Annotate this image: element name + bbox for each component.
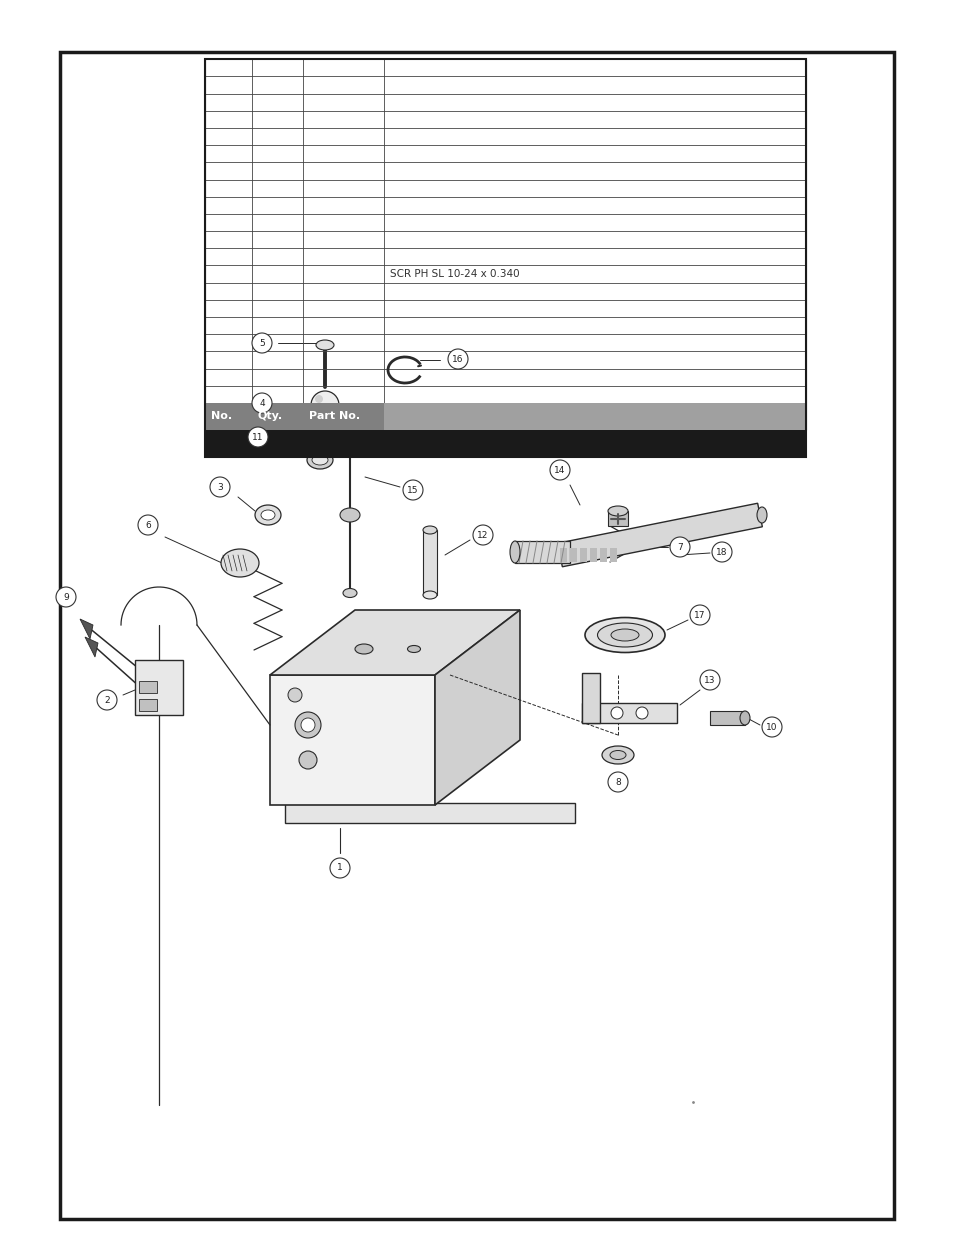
Circle shape	[473, 525, 493, 545]
Text: SCR PH SL 10-24 x 0.340: SCR PH SL 10-24 x 0.340	[390, 269, 519, 279]
Ellipse shape	[355, 643, 373, 655]
Text: 7: 7	[677, 542, 682, 552]
Text: Qty.: Qty.	[257, 411, 283, 421]
Text: 3: 3	[217, 483, 223, 492]
Ellipse shape	[422, 526, 436, 534]
Ellipse shape	[254, 505, 281, 525]
Polygon shape	[579, 548, 586, 562]
Polygon shape	[589, 548, 597, 562]
Circle shape	[298, 751, 316, 769]
Polygon shape	[581, 703, 677, 722]
Ellipse shape	[422, 592, 436, 599]
Ellipse shape	[407, 646, 420, 652]
Text: 10: 10	[765, 722, 777, 731]
Polygon shape	[569, 548, 577, 562]
Polygon shape	[270, 610, 519, 676]
Text: 1: 1	[336, 863, 342, 872]
Text: 16: 16	[452, 354, 463, 363]
Circle shape	[252, 333, 272, 353]
Ellipse shape	[261, 510, 274, 520]
Text: 9: 9	[63, 593, 69, 601]
Circle shape	[448, 350, 468, 369]
Circle shape	[248, 427, 268, 447]
Bar	[515, 541, 569, 563]
Polygon shape	[285, 803, 575, 823]
Bar	[422, 530, 436, 595]
Text: No.: No.	[211, 411, 232, 421]
Circle shape	[314, 395, 323, 403]
Circle shape	[330, 858, 350, 878]
Ellipse shape	[315, 340, 334, 350]
Circle shape	[56, 587, 76, 606]
Circle shape	[311, 391, 338, 419]
Ellipse shape	[221, 550, 258, 577]
Ellipse shape	[757, 508, 766, 522]
Ellipse shape	[607, 506, 627, 516]
Circle shape	[607, 772, 627, 792]
Ellipse shape	[343, 589, 356, 598]
Bar	[135, 659, 183, 715]
Circle shape	[700, 671, 720, 690]
Circle shape	[636, 706, 647, 719]
Circle shape	[610, 706, 622, 719]
Text: Part No.: Part No.	[309, 411, 360, 421]
Text: 18: 18	[716, 547, 727, 557]
Ellipse shape	[740, 711, 749, 725]
Bar	[60, 52, 893, 1219]
Ellipse shape	[597, 622, 652, 647]
Polygon shape	[581, 673, 599, 722]
Text: 15: 15	[407, 485, 418, 494]
Bar	[709, 711, 744, 725]
Ellipse shape	[601, 746, 634, 764]
Polygon shape	[558, 503, 761, 567]
Circle shape	[138, 515, 158, 535]
Ellipse shape	[307, 451, 333, 469]
Circle shape	[97, 690, 117, 710]
Text: 2: 2	[104, 695, 110, 704]
Circle shape	[301, 718, 314, 732]
Polygon shape	[435, 610, 519, 805]
Circle shape	[294, 713, 320, 739]
Circle shape	[669, 537, 689, 557]
Circle shape	[210, 477, 230, 496]
Text: 12: 12	[476, 531, 488, 540]
Text: 13: 13	[703, 676, 715, 684]
Circle shape	[711, 542, 731, 562]
Ellipse shape	[343, 448, 356, 457]
Ellipse shape	[339, 508, 359, 522]
Polygon shape	[85, 637, 98, 657]
Bar	[205, 430, 805, 457]
Circle shape	[288, 688, 302, 701]
Polygon shape	[559, 548, 566, 562]
Polygon shape	[270, 676, 435, 805]
Text: 4: 4	[259, 399, 265, 408]
Ellipse shape	[510, 541, 519, 563]
Bar	[205, 403, 384, 430]
Ellipse shape	[312, 454, 328, 466]
Text: 6: 6	[145, 520, 151, 530]
Circle shape	[550, 459, 569, 480]
Bar	[139, 680, 157, 693]
Polygon shape	[609, 548, 617, 562]
Polygon shape	[599, 548, 606, 562]
Ellipse shape	[584, 618, 664, 652]
Text: 5: 5	[259, 338, 265, 347]
Bar	[139, 699, 157, 711]
Text: 11: 11	[252, 432, 263, 441]
Text: 8: 8	[615, 778, 620, 787]
Bar	[205, 59, 805, 457]
Bar	[607, 511, 627, 526]
Text: 17: 17	[694, 610, 705, 620]
Ellipse shape	[610, 629, 639, 641]
Polygon shape	[80, 619, 92, 638]
Circle shape	[689, 605, 709, 625]
Text: 14: 14	[554, 466, 565, 474]
Circle shape	[252, 393, 272, 412]
Bar	[384, 403, 805, 430]
Ellipse shape	[609, 751, 625, 760]
Circle shape	[402, 480, 422, 500]
Circle shape	[761, 718, 781, 737]
